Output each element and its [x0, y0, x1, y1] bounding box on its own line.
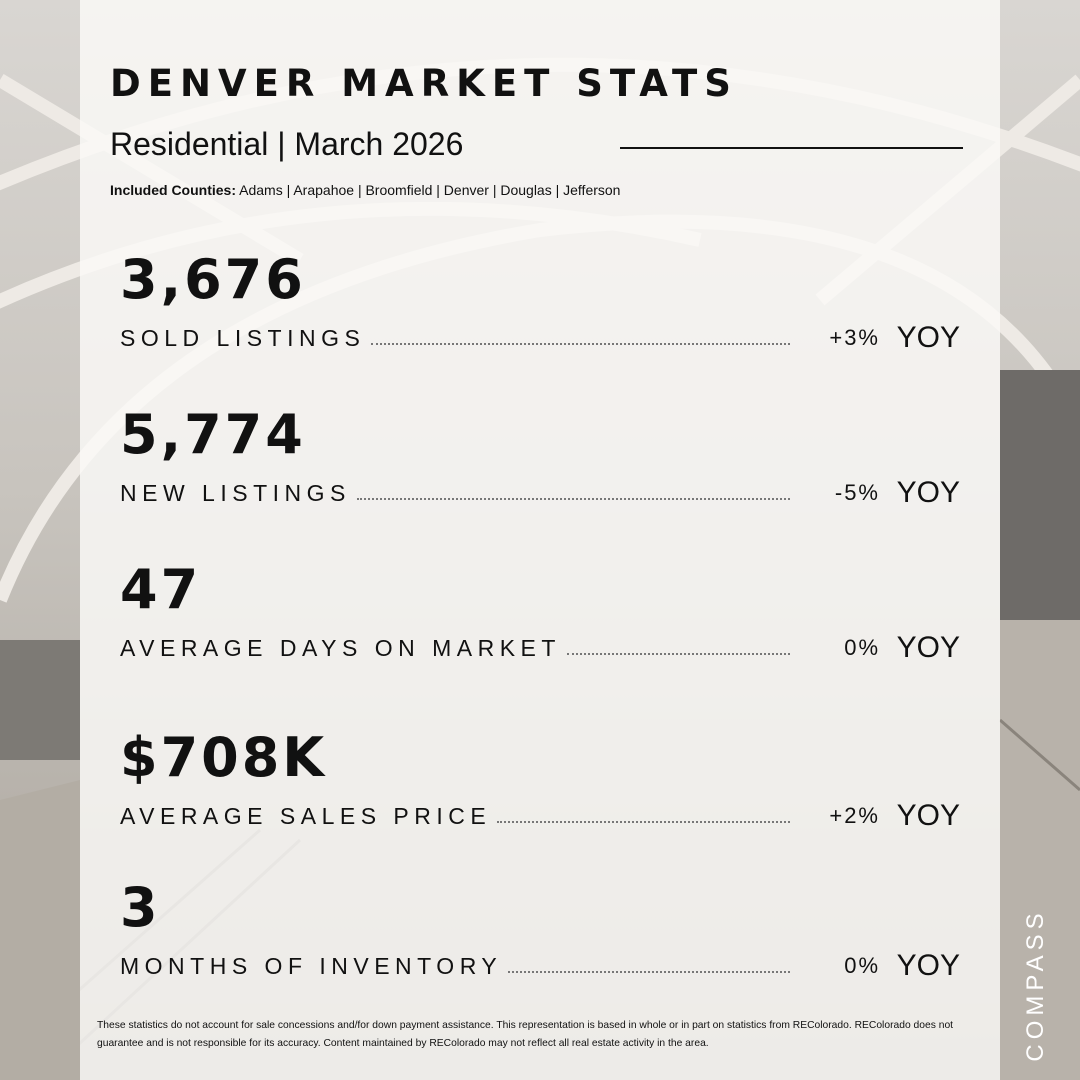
stat-label: AVERAGE SALES PRICE [120, 802, 492, 829]
divider-rule [620, 147, 963, 149]
stat-period: YOY [896, 476, 960, 509]
stat-period: YOY [896, 321, 960, 354]
stat-row: AVERAGE SALES PRICE +2% YOY [120, 799, 960, 832]
title: DENVER MARKET STATS [110, 62, 738, 105]
stat-block: 47 AVERAGE DAYS ON MARKET 0% YOY [120, 558, 960, 665]
stat-label: SOLD LISTINGS [120, 324, 366, 351]
counties-list: Adams | Arapahoe | Broomfield | Denver |… [239, 182, 621, 198]
stat-change: 0% [844, 953, 880, 978]
stat-change: 0% [844, 635, 880, 660]
stat-value: 5,774 [120, 403, 306, 466]
counties-label: Included Counties: [110, 182, 236, 198]
stat-change: +3% [829, 325, 880, 350]
stat-period: YOY [896, 949, 960, 982]
stat-value: $708K [120, 726, 328, 789]
stat-value: 3 [120, 876, 161, 939]
stat-block: 3,676 SOLD LISTINGS +3% YOY [120, 248, 960, 355]
stat-value: 47 [120, 558, 202, 621]
stat-row: AVERAGE DAYS ON MARKET 0% YOY [120, 631, 960, 664]
counties-line: Included Counties: Adams | Arapahoe | Br… [110, 182, 620, 198]
stat-block: 3 MONTHS OF INVENTORY 0% YOY [120, 876, 960, 983]
stat-value: 3,676 [120, 248, 306, 311]
stat-label: AVERAGE DAYS ON MARKET [120, 634, 561, 661]
dotted-leader [508, 971, 790, 973]
dotted-leader [497, 821, 790, 823]
disclaimer: These statistics do not account for sale… [97, 1020, 954, 1049]
brand-logo: COMPASS [1022, 908, 1049, 1062]
stat-row: SOLD LISTINGS +3% YOY [120, 321, 960, 354]
stat-period: YOY [896, 631, 960, 664]
stat-row: MONTHS OF INVENTORY 0% YOY [120, 949, 960, 982]
stat-change: +2% [829, 803, 880, 828]
subtitle: Residential | March 2026 [110, 126, 464, 162]
dotted-leader [356, 498, 790, 500]
stat-block: 5,774 NEW LISTINGS -5% YOY [120, 403, 960, 510]
dotted-leader [566, 653, 790, 655]
stat-label: NEW LISTINGS [120, 479, 351, 506]
dotted-leader [371, 343, 790, 345]
text-panel [80, 0, 1000, 1080]
stat-row: NEW LISTINGS -5% YOY [120, 476, 960, 509]
stat-label: MONTHS OF INVENTORY [120, 952, 503, 979]
stat-block: $708K AVERAGE SALES PRICE +2% YOY [120, 726, 960, 833]
stat-change: -5% [834, 480, 880, 505]
stat-period: YOY [896, 799, 960, 832]
